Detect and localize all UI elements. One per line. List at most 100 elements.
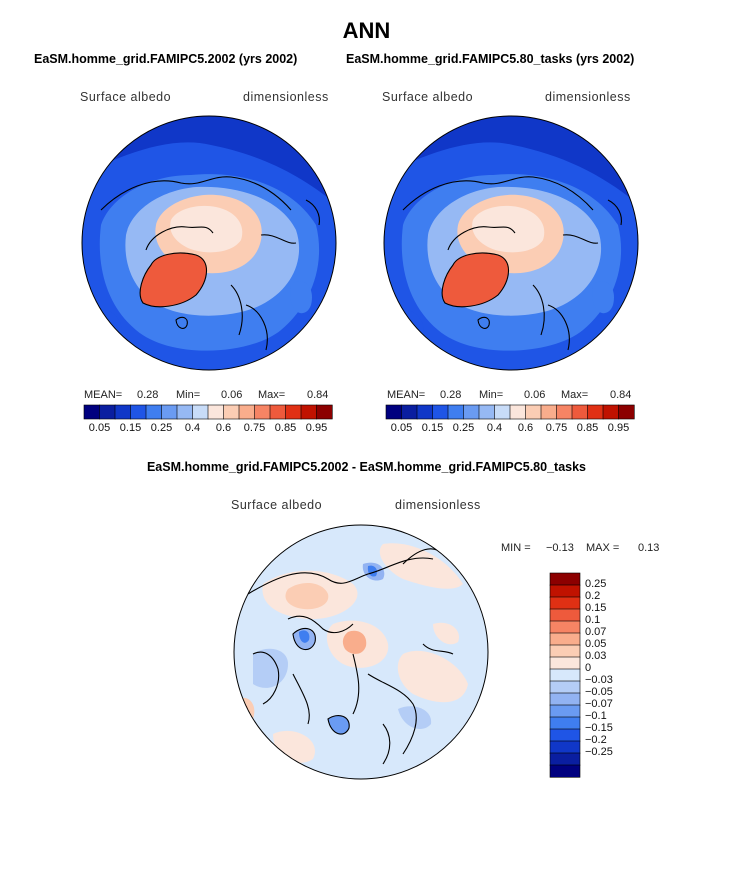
panel3-colorbar-cell — [549, 680, 581, 694]
panel3-colorbar-cell — [549, 692, 581, 706]
panel3-min-label: MIN = — [501, 542, 531, 554]
panel3-variable-label: Surface albedo — [231, 498, 323, 512]
panel3-colorbar-tick-label: −0.2 — [585, 734, 607, 746]
panel1-colorbar-tick-label: 0.15 — [119, 422, 142, 434]
panel2-colorbar-tick-label: 0.6 — [517, 422, 534, 434]
panel1-colorbar-cell — [83, 404, 101, 420]
page-title: ANN — [342, 18, 391, 43]
panel3-colorbar-tick-label: 0.15 — [585, 602, 607, 614]
panel1-colorbar-cell — [161, 404, 178, 420]
panel1-colorbar-tick-label: 0.05 — [88, 422, 111, 434]
panel1-colorbar-tick-label: 0.4 — [184, 422, 201, 434]
panel2-variable-label: Surface albedo — [382, 90, 474, 104]
panel3-colorbar-tick-label: −0.25 — [585, 746, 613, 758]
panel2-colorbar-cell — [401, 404, 418, 420]
panel2-colorbar-cell — [602, 404, 620, 420]
panel2-max-label: Max= — [561, 389, 589, 401]
panel3-colorbar-cell — [549, 656, 581, 670]
panel1-polar-map — [81, 115, 337, 371]
panel3-colorbar-cell — [549, 608, 581, 622]
panel1-units-label: dimensionless — [243, 90, 329, 104]
panel1-colorbar-cell — [300, 404, 318, 420]
panel3-colorbar — [549, 572, 581, 778]
panel2-colorbar-cell — [494, 404, 511, 420]
panel1-colorbar-cell — [254, 404, 271, 420]
panel2-mean-label: MEAN= — [387, 389, 426, 401]
panel1-max-label: Max= — [258, 389, 286, 401]
panel3-colorbar-cell — [549, 584, 581, 598]
panel1-colorbar-tick-label: 0.6 — [215, 422, 232, 434]
panel2-colorbar-cell — [416, 404, 434, 420]
panel3-colorbar-tick-label: 0.05 — [585, 638, 607, 650]
panel1-colorbar-cell — [176, 404, 194, 420]
panel1-colorbar-cell — [207, 404, 225, 420]
panel1-mean-value: 0.28 — [137, 389, 159, 401]
panel3-colorbar-cell — [549, 764, 581, 778]
panel2-colorbar-tick-label: 0.25 — [452, 422, 475, 434]
panel1-colorbar-tick-label: 0.95 — [305, 422, 328, 434]
panel3-units-label: dimensionless — [395, 498, 481, 512]
panel1-colorbar-cell — [223, 404, 240, 420]
panel2-colorbar-cell — [432, 404, 449, 420]
panel2-min-label: Min= — [479, 389, 504, 401]
panel3-colorbar-cell — [549, 596, 581, 610]
panel2-colorbar-cell — [478, 404, 496, 420]
panel2-case-title: EaSM.homme_grid.FAMIPC5.80_tasks (yrs 20… — [346, 52, 635, 66]
panel2-colorbar-cell — [618, 404, 635, 420]
panel1-colorbar-cell — [130, 404, 147, 420]
panel2-colorbar-tick-label: 0.15 — [421, 422, 444, 434]
panel2-colorbar-tick-label: 0.95 — [607, 422, 630, 434]
panel2-units-label: dimensionless — [545, 90, 631, 104]
panel1-colorbar — [83, 404, 333, 420]
panel2-colorbar-tick-label: 0.4 — [486, 422, 503, 434]
panel3-colorbar-tick-label: −0.1 — [585, 710, 607, 722]
panel1-colorbar-cell — [238, 404, 256, 420]
panel3-colorbar-cell — [549, 740, 581, 754]
panel2-colorbar-tick-label: 0.05 — [390, 422, 413, 434]
panel2-colorbar-cell — [447, 404, 465, 420]
panel3-colorbar-cell — [549, 572, 581, 586]
panel3-colorbar-cell — [549, 716, 581, 730]
panel2-mean-value: 0.28 — [440, 389, 462, 401]
panel1-mean-label: MEAN= — [84, 389, 123, 401]
panel3-max-value: 0.13 — [638, 542, 660, 554]
panel3-colorbar-cell — [549, 644, 581, 658]
panel3-colorbar-cell — [549, 632, 581, 646]
panel1-colorbar-cell — [285, 404, 302, 420]
panel1-min-label: Min= — [176, 389, 201, 401]
panel1-max-value: 0.84 — [307, 389, 329, 401]
panel3-max-label: MAX = — [586, 542, 620, 554]
panel2-colorbar-tick-label: 0.85 — [576, 422, 599, 434]
panel2-max-value: 0.84 — [610, 389, 632, 401]
panel2-colorbar-cell — [540, 404, 558, 420]
panel2-colorbar-cell — [385, 404, 403, 420]
panel3-colorbar-tick-label: 0.2 — [585, 590, 601, 602]
panel1-variable-label: Surface albedo — [80, 90, 172, 104]
panel1-colorbar-tick-label: 0.25 — [150, 422, 173, 434]
panel2-min-value: 0.06 — [524, 389, 546, 401]
panel3-colorbar-tick-label: 0.03 — [585, 650, 607, 662]
panel2-colorbar — [385, 404, 635, 420]
panel3-colorbar-tick-label: −0.03 — [585, 674, 613, 686]
panel2-polar-map — [383, 115, 639, 371]
panel2-colorbar-cell — [571, 404, 589, 420]
panel3-case-title: EaSM.homme_grid.FAMIPC5.2002 - EaSM.homm… — [146, 460, 587, 474]
panel3-colorbar-tick-label: 0 — [585, 662, 592, 674]
panel2-colorbar-tick-label: 0.75 — [545, 422, 568, 434]
panel3-colorbar-cell — [549, 728, 581, 742]
panel3-min-value: −0.13 — [546, 542, 574, 554]
panel1-case-title: EaSM.homme_grid.FAMIPC5.2002 (yrs 2002) — [34, 52, 298, 66]
panel1-colorbar-cell — [114, 404, 132, 420]
panel2-colorbar-cell — [556, 404, 573, 420]
panel1-colorbar-cell — [269, 404, 287, 420]
panel3-colorbar-tick-label: 0.07 — [585, 626, 607, 638]
panel3-polar-map — [233, 524, 489, 780]
panel2-colorbar-cell — [463, 404, 480, 420]
panel3-colorbar-cell — [549, 704, 581, 718]
panel2-colorbar-cell — [587, 404, 604, 420]
panel3-colorbar-cell — [549, 752, 581, 766]
panel3-colorbar-tick-label: −0.07 — [585, 698, 613, 710]
panel3-colorbar-cell — [549, 668, 581, 682]
panel1-min-value: 0.06 — [221, 389, 243, 401]
panel1-colorbar-tick-label: 0.85 — [274, 422, 297, 434]
